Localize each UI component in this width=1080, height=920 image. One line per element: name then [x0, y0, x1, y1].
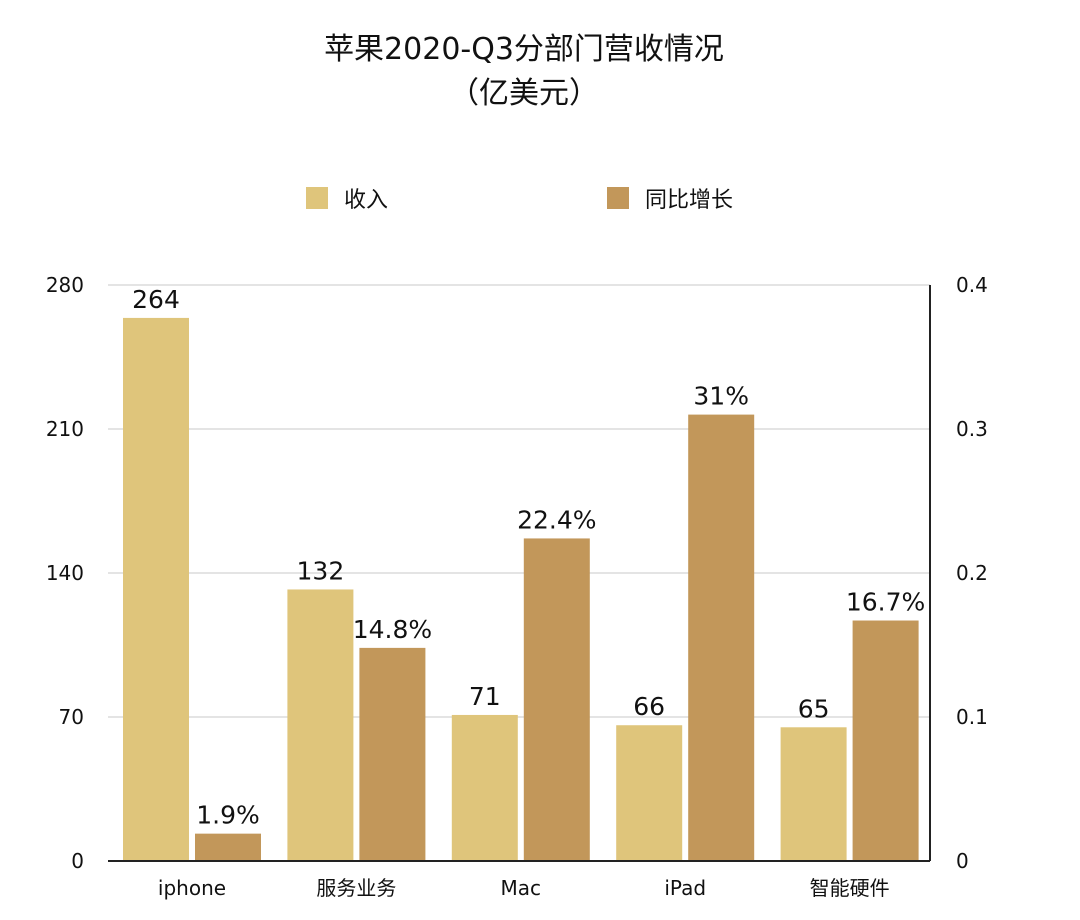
- bar-yoy-growth: [359, 647, 426, 861]
- right-axis-tick-label: 0.1: [956, 705, 988, 729]
- x-axis-category-label: Mac: [501, 876, 542, 900]
- left-axis-tick-label: 140: [46, 561, 84, 585]
- x-axis-category-label: iphone: [158, 876, 226, 900]
- data-label-yoy-growth: 31%: [693, 382, 749, 411]
- legend-label-yoy-growth: 同比增长: [645, 188, 734, 213]
- x-axis-category-label: 服务业务: [316, 876, 396, 900]
- bar-yoy-growth: [523, 538, 590, 861]
- right-axis-tick-label: 0.4: [956, 273, 988, 297]
- left-axis-tick-label: 0: [71, 849, 84, 873]
- right-axis-tick-label: 0.2: [956, 561, 988, 585]
- data-label-revenue: 132: [297, 556, 345, 585]
- legend-item-revenue: 收入: [306, 183, 388, 213]
- bar-revenue: [123, 317, 189, 861]
- chart-title-line2: （亿美元）: [449, 76, 599, 111]
- bar-yoy-growth: [688, 414, 755, 861]
- left-axis-tick-label: 210: [46, 417, 84, 441]
- data-label-yoy-growth: 22.4%: [517, 505, 596, 534]
- bar-yoy-growth: [195, 833, 261, 861]
- bar-yoy-growth: [852, 620, 919, 861]
- legend-swatch-yoy-growth: [607, 187, 629, 209]
- bar-revenue: [287, 589, 354, 861]
- legend-label-revenue: 收入: [344, 188, 389, 213]
- x-axis-category-label: 智能硬件: [810, 876, 890, 900]
- legend-swatch-revenue: [306, 187, 328, 209]
- data-label-yoy-growth: 16.7%: [846, 588, 925, 617]
- bar-revenue: [780, 727, 847, 861]
- data-label-revenue: 264: [132, 285, 180, 314]
- right-axis-tick-label: 0: [956, 849, 969, 873]
- chart-title-line1: 苹果2020-Q3分部门营收情况: [324, 32, 724, 67]
- legend-item-yoy-growth: 同比增长: [607, 183, 733, 213]
- data-label-yoy-growth: 14.8%: [353, 615, 432, 644]
- bar-revenue: [451, 714, 518, 861]
- data-label-yoy-growth: 1.9%: [196, 801, 260, 830]
- legend: 收入 同比增长: [0, 183, 1048, 213]
- right-axis-tick-label: 0.3: [956, 417, 988, 441]
- x-axis-category-label: iPad: [664, 876, 706, 900]
- bar-revenue: [616, 725, 683, 861]
- data-label-revenue: 66: [633, 692, 665, 721]
- left-axis-tick-label: 280: [46, 273, 84, 297]
- data-label-revenue: 65: [798, 694, 830, 723]
- chart-title: 苹果2020-Q3分部门营收情况 （亿美元）: [0, 28, 1048, 116]
- data-label-revenue: 71: [469, 682, 501, 711]
- left-axis-tick-label: 70: [59, 705, 84, 729]
